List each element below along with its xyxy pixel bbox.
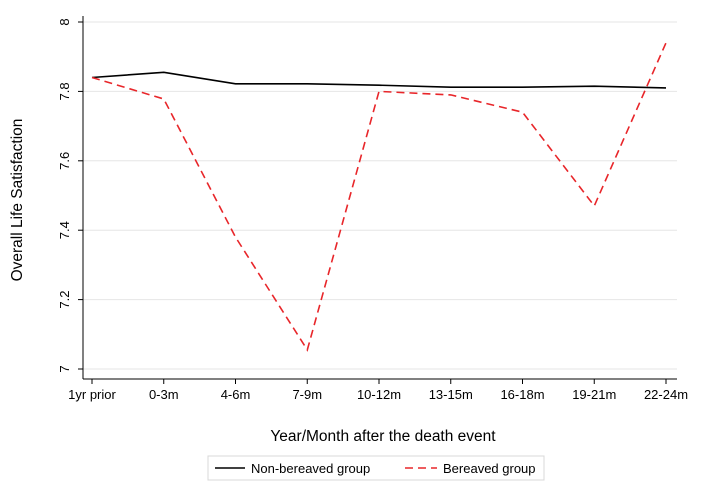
legend: Non-bereaved group Bereaved group [207, 455, 545, 481]
y-tick-label-2: 7.4 [57, 221, 72, 239]
legend-label-non-bereaved: Non-bereaved group [251, 461, 370, 476]
legend-label-bereaved: Bereaved group [443, 461, 536, 476]
x-tick-label-1: 0-3m [149, 387, 179, 402]
y-tick-label-1: 7.2 [57, 291, 72, 309]
y-tick-label-3: 7.6 [57, 152, 72, 170]
series-line-0 [91, 71, 667, 89]
x-tick-label-7: 19-21m [572, 387, 616, 402]
legend-box [207, 455, 545, 481]
gridlines [83, 21, 677, 370]
x-tick-label-5: 13-15m [429, 387, 473, 402]
x-tick-label-4: 10-12m [357, 387, 401, 402]
x-axis-title: Year/Month after the death event [270, 428, 496, 445]
x-tick-label-2: 4-6m [221, 387, 251, 402]
series-layer [91, 42, 667, 352]
x-tick-label-8: 22-24m [644, 387, 688, 402]
y-tick-label-4: 7.8 [57, 82, 72, 100]
x-tick-label-6: 16-18m [500, 387, 544, 402]
y-tick-label-0: 7 [57, 365, 72, 372]
x-tick-label-3: 7-9m [292, 387, 322, 402]
y-axis-title: Overall Life Satisfaction [9, 119, 26, 282]
x-tick-label-0: 1yr prior [68, 387, 116, 402]
axes: 7 7.2 7.4 7.6 7.8 8 1yr prior 0-3m 4-6m 7-9m 10-12… [57, 16, 688, 402]
y-tick-label-5: 8 [57, 18, 72, 25]
